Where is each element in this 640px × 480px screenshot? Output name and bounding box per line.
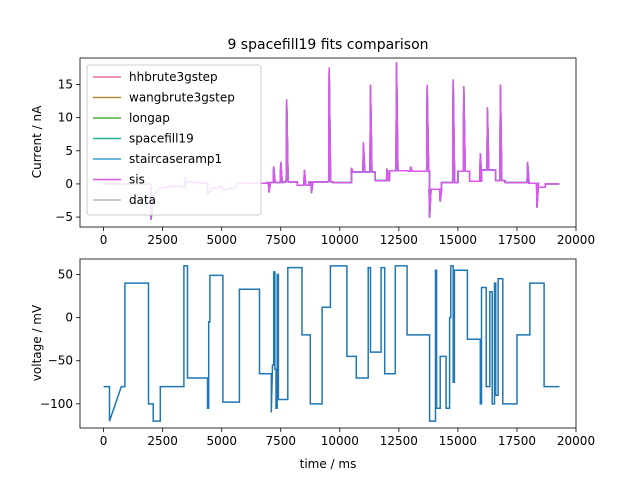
current-chart-title: 9 spacefill19 fits comparison: [227, 37, 428, 53]
voltage-x-tick-label: 15000: [439, 434, 477, 448]
legend-label-longap: longap: [129, 111, 170, 125]
series-line-sis: [103, 61, 560, 220]
legend-label-wangbrute3gstep: wangbrute3gstep: [129, 91, 235, 105]
voltage-x-tick-label: 5000: [206, 434, 237, 448]
legend-label-sis: sis: [129, 173, 145, 187]
legend: hhbrute3gstep wangbrute3gstep longap spacef…: [86, 64, 262, 216]
voltage-x-tick-label: 10000: [321, 434, 359, 448]
current-y-tick-label: 15: [58, 78, 73, 92]
voltage-y-tick-label: 0: [65, 311, 73, 325]
legend-label-data: data: [129, 193, 156, 207]
current-x-tick-label: 10000: [321, 233, 359, 247]
current-x-tick-label: 12500: [380, 233, 418, 247]
current-plot-area: [79, 57, 577, 228]
voltage-series-line: [103, 265, 560, 422]
current-y-tick-label: 5: [65, 144, 73, 158]
current-y-tick-label: 0: [65, 177, 73, 191]
current-x-tick-label: 2500: [147, 233, 178, 247]
voltage-y-axis-label: voltage / mV: [30, 304, 44, 381]
voltage-x-axis: 0 2500 5000 7500 10000 12500 15000 17500 20000: [100, 428, 595, 448]
voltage-x-axis-label: time / ms: [300, 457, 357, 471]
current-x-tick-label: 5000: [206, 233, 237, 247]
current-x-axis: 0 2500 5000 7500 10000 12500 15000 17500 20000: [100, 227, 595, 247]
current-plot-frame: [79, 57, 577, 228]
current-x-tick-label: 7500: [265, 233, 296, 247]
voltage-y-tick-label: −100: [40, 397, 73, 411]
current-y-axis: −5 0 5 10 15: [55, 78, 80, 224]
voltage-y-axis: −100 −50 0 50: [40, 268, 80, 411]
voltage-x-tick-label: 20000: [557, 434, 595, 448]
current-x-tick-label: 15000: [439, 233, 477, 247]
legend-label-spacefill19: spacefill19: [129, 132, 194, 146]
legend-label-hhbrute3gstep: hhbrute3gstep: [129, 70, 218, 84]
voltage-x-tick-label: 12500: [380, 434, 418, 448]
voltage-x-tick-label: 17500: [498, 434, 536, 448]
current-y-tick-label: 10: [58, 111, 73, 125]
voltage-plot-frame: [79, 258, 577, 429]
voltage-x-tick-label: 7500: [265, 434, 296, 448]
legend-box: [86, 64, 262, 216]
voltage-x-tick-label: 0: [100, 434, 108, 448]
current-x-tick-label: 17500: [498, 233, 536, 247]
current-x-tick-label: 0: [100, 233, 108, 247]
legend-label-staircaseramp1: staircaseramp1: [129, 152, 222, 166]
voltage-x-tick-label: 2500: [147, 434, 178, 448]
current-x-tick-label: 20000: [557, 233, 595, 247]
current-y-axis-label: Current / nA: [30, 105, 44, 178]
current-chart: 9 spacefill19 fits comparison 0 2500 5000 7…: [30, 37, 595, 247]
voltage-plot-area: [79, 258, 577, 429]
current-y-tick-label: −5: [55, 210, 73, 224]
voltage-chart: 0 2500 5000 7500 10000 12500 15000 17500 20000 −…: [30, 258, 595, 471]
voltage-y-tick-label: −50: [48, 354, 73, 368]
voltage-y-tick-label: 50: [58, 268, 73, 282]
